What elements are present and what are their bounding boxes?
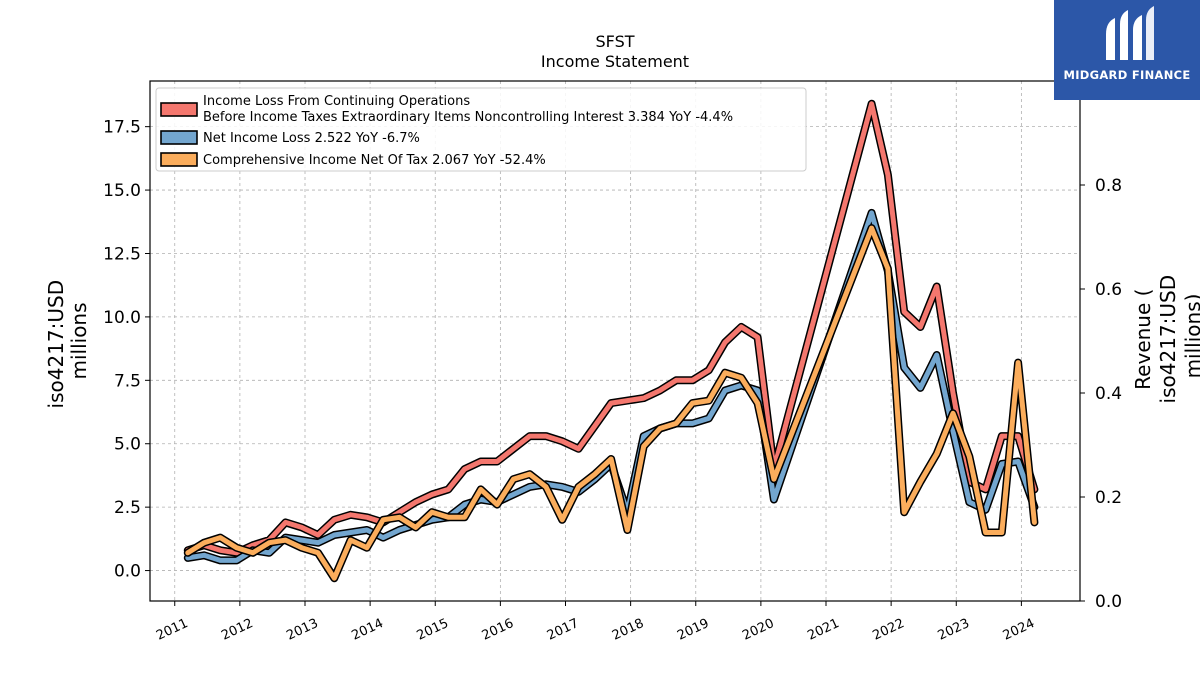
y-axis-left-label-line-2: millions: [67, 302, 91, 379]
x-tick-label: 2017: [545, 616, 581, 644]
x-tick-label: 2024: [1001, 616, 1037, 644]
legend-swatch-income-before-tax: [160, 102, 198, 117]
x-tick-label: 2016: [480, 616, 516, 644]
y-axis-left-label: iso4217:USD millions: [44, 274, 91, 409]
y-axis-right-label-line-1: Revenue (: [1131, 289, 1155, 390]
x-tick-label: 2014: [349, 616, 385, 644]
y-tick-left-label: 10.0: [103, 308, 141, 328]
midgard-finance-logo: MIDGARD FINANCE: [1054, 0, 1200, 100]
y-tick-left-label: 15.0: [103, 181, 141, 201]
x-tick-label: 2013: [284, 616, 320, 644]
y-axis-right-label-line-2: iso4217:USD: [1156, 275, 1180, 404]
y-tick-left-label: 5.0: [114, 435, 141, 455]
x-tick-label: 2015: [415, 616, 451, 644]
y-tick-right-label: 0.8: [1095, 176, 1122, 196]
y-tick-right-label: 0.2: [1095, 488, 1122, 508]
x-tick-label: 2018: [610, 616, 646, 644]
chart-subtitle: Income Statement: [541, 52, 689, 71]
plot-frame: [149, 80, 1081, 602]
legend-label-income-before-tax-line-2: Before Income Taxes Extraordinary Items …: [203, 110, 733, 125]
series-net-income-line: [185, 210, 1037, 563]
x-tick-label: 2021: [805, 616, 841, 644]
y-axis-right-label-line-3: millions): [1181, 294, 1200, 379]
series-layer: [183, 99, 1039, 583]
legend-label-net-income: Net Income Loss 2.522 YoY -6.7%: [203, 131, 420, 146]
y-axis-left: 0.0 2.5 5.0 7.5 10.0 12.5 15.0 17.5: [103, 118, 150, 582]
x-tick-label: 2022: [870, 616, 906, 644]
y-tick-right-label: 0.6: [1095, 280, 1122, 300]
x-tick-label: 2019: [675, 616, 711, 644]
logo-name: MIDGARD FINANCE: [1063, 68, 1191, 82]
y-axis-right-label: Revenue ( iso4217:USD millions): [1131, 269, 1200, 404]
x-tick-label: 2011: [154, 616, 190, 644]
y-tick-left-label: 2.5: [114, 498, 141, 518]
y-tick-left-label: 12.5: [103, 244, 141, 264]
x-tick-label: 2023: [936, 616, 972, 644]
legend: Income Loss From Continuing Operations B…: [155, 87, 807, 172]
y-tick-left-label: 7.5: [114, 371, 141, 391]
y-tick-right-label: 0.0: [1095, 592, 1122, 612]
legend-label-income-before-tax-line-1: Income Loss From Continuing Operations: [203, 94, 470, 109]
legend-box: [155, 87, 807, 172]
x-tick-label: 2012: [219, 616, 255, 644]
series-comprehensive-income-line: [185, 225, 1037, 581]
y-tick-right-label: 0.4: [1095, 384, 1122, 404]
series-income-before-tax-line: [185, 101, 1037, 556]
chart-title: SFST: [595, 32, 634, 51]
legend-swatch-net-income: [160, 130, 198, 145]
y-axis-right: 0.0 0.2 0.4 0.6 0.8: [1080, 176, 1122, 612]
legend-label-comprehensive-income: Comprehensive Income Net Of Tax 2.067 Yo…: [203, 153, 546, 168]
y-tick-left-label: 0.0: [114, 562, 141, 582]
y-tick-left-label: 17.5: [103, 118, 141, 138]
midgard-logo-icon: [1106, 6, 1154, 60]
legend-swatch-comprehensive-income: [160, 152, 198, 167]
y-axis-left-label-line-1: iso4217:USD: [44, 280, 68, 409]
x-axis: 2011 2012 2013 2014 2015 2016 2017 2018 2019 2020…: [154, 601, 1037, 644]
x-tick-label: 2020: [740, 616, 776, 644]
